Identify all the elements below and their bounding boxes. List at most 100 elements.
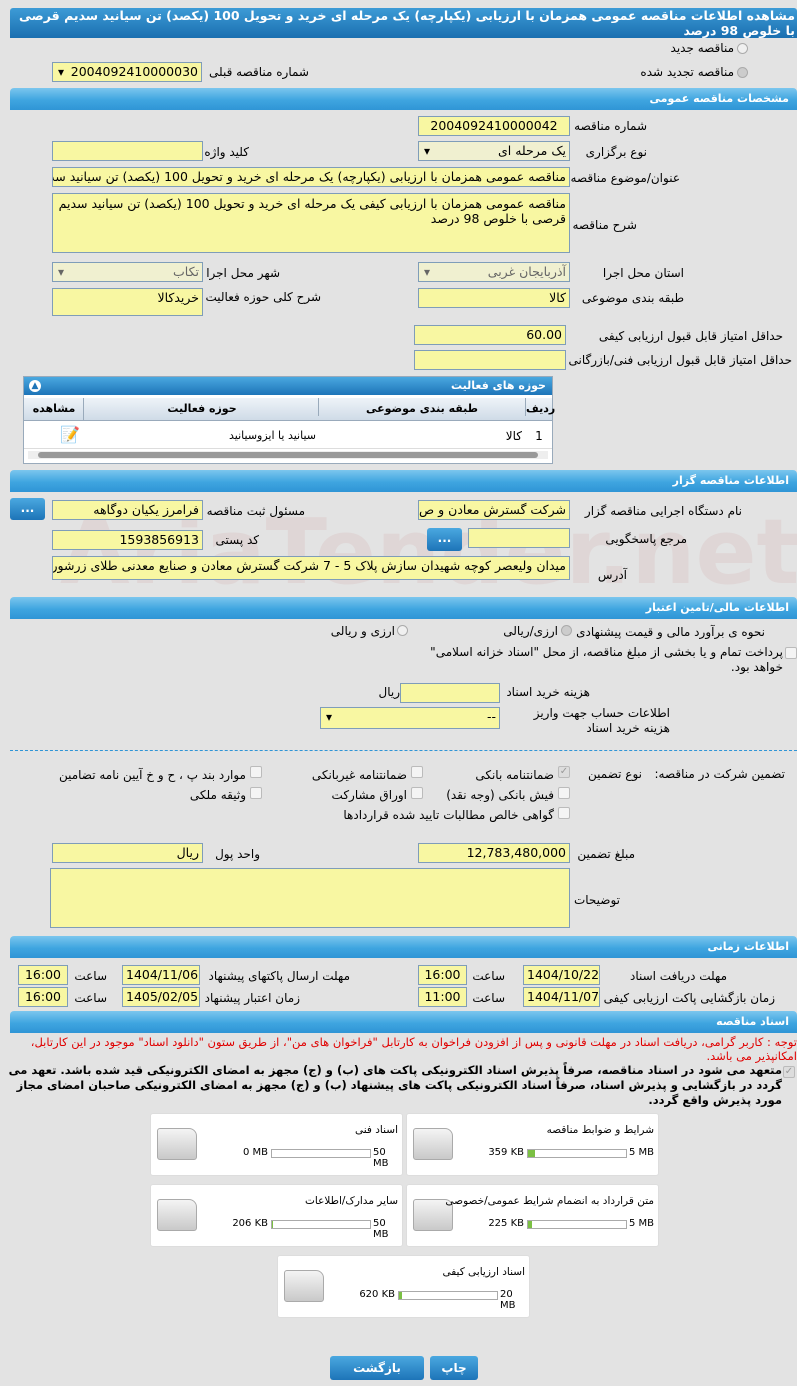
new-tender-radio[interactable] xyxy=(737,43,748,54)
rial-unit-label: ریال xyxy=(378,685,400,699)
guarantee-checkbox[interactable]: ✓ xyxy=(558,766,570,778)
resp-field[interactable]: فرامرز یکیان دوگاهه xyxy=(52,500,203,520)
guarantee-label-item: اوراق مشارکت xyxy=(331,788,407,802)
validity-time[interactable]: 16:00 xyxy=(18,987,68,1007)
document-name: سایر مدارک/اطلاعات xyxy=(305,1195,398,1207)
ref-field[interactable] xyxy=(468,528,570,548)
account-label: اطلاعات حساب جهت واریز هزینه خرید اسناد xyxy=(533,706,670,735)
min-quality-field[interactable]: 60.00 xyxy=(414,325,566,345)
renewed-tender-label: مناقصه تجدید شده xyxy=(640,65,734,79)
method-label: نحوه ی برآورد مالی و قیمت پیشنهادی xyxy=(576,625,765,639)
desc-label: شرح مناقصه xyxy=(572,218,637,232)
renewed-tender-radio[interactable] xyxy=(737,67,748,78)
validity-label: زمان اعتبار پیشنهاد xyxy=(204,991,300,1005)
horizontal-scrollbar[interactable] xyxy=(28,451,548,459)
table-row: 1 کالا سیانید یا ایزوسیانید 📝 xyxy=(24,424,552,449)
section-timing: اطلاعات زمانی xyxy=(10,936,797,958)
account-select[interactable]: -- xyxy=(320,707,500,729)
treasury-text: پرداخت تمام و یا بخشی از مبلغ مناقصه، از… xyxy=(430,645,783,674)
type-select[interactable]: یک مرحله ای xyxy=(418,141,570,161)
open-time[interactable]: 11:00 xyxy=(418,987,467,1007)
document-name: اسناد فنی xyxy=(354,1124,398,1136)
scope-field[interactable]: خریدکالا xyxy=(52,288,203,316)
print-button[interactable]: چاپ xyxy=(430,1356,478,1380)
document-card[interactable]: سایر مدارک/اطلاعات 206 KB 50 MB xyxy=(150,1184,403,1247)
progress-fill xyxy=(528,1150,535,1157)
subject-field[interactable]: مناقصه عمومی همزمان با ارزیابی (یکپارچه)… xyxy=(52,167,570,187)
document-max-size: 20 MB xyxy=(500,1289,516,1311)
guarantee-checkbox[interactable] xyxy=(558,807,570,819)
address-label: آدرس xyxy=(597,568,627,582)
amount-field[interactable]: 12,783,480,000 xyxy=(418,843,570,863)
currency-rial-label: ارزی و ریالی xyxy=(330,624,395,638)
select-ref-button[interactable]: ... xyxy=(427,528,462,551)
keyword-label: کلید واژه xyxy=(204,145,249,159)
send-deadline-time[interactable]: 16:00 xyxy=(18,965,68,985)
upload-progress-bar xyxy=(527,1149,627,1158)
notes-textarea[interactable] xyxy=(50,868,570,928)
number-field[interactable]: 2004092410000042 xyxy=(418,116,570,136)
validity-field[interactable]: 1405/02/05 xyxy=(122,987,200,1007)
document-card[interactable]: متن قرارداد به انضمام شرایط عمومی/خصوصی … xyxy=(406,1184,659,1247)
section-finance: اطلاعات مالی/تامین اعتبار xyxy=(10,597,797,619)
select-responsible-button[interactable]: ... xyxy=(10,498,45,520)
min-quality-label: حداقل امتیاز قابل قبول ارزیابی کیفی xyxy=(598,329,783,343)
guarantee-checkbox[interactable] xyxy=(250,787,262,799)
col-index: ردیف xyxy=(526,402,556,415)
prev-number-select[interactable]: 2004092410000030 xyxy=(52,62,202,82)
guarantee-checkbox[interactable] xyxy=(558,787,570,799)
resp-label: مسئول ثبت مناقصه xyxy=(206,504,305,518)
number-label: شماره مناقصه xyxy=(574,119,647,133)
scope-label: شرح کلی حوزه فعالیت xyxy=(205,290,322,304)
grid-column-headers: ردیف طبقه بندی موضوعی حوزه فعالیت مشاهده xyxy=(24,398,556,421)
amount-label: مبلغ تضمین xyxy=(577,847,635,861)
back-button[interactable]: بازگشت xyxy=(330,1356,424,1380)
min-tech-label: حداقل امتیاز قابل قبول ارزیابی فنی/بازرگ… xyxy=(568,353,792,367)
rial-radio[interactable] xyxy=(561,625,572,636)
guarantee-checkbox[interactable] xyxy=(411,787,423,799)
min-tech-field[interactable] xyxy=(414,350,566,370)
currency-field[interactable]: ریال xyxy=(52,843,203,863)
folder-icon xyxy=(157,1128,197,1160)
progress-fill xyxy=(528,1221,533,1228)
currency-rial-radio[interactable] xyxy=(397,625,408,636)
province-select[interactable]: آذربایجان غربی xyxy=(418,262,570,282)
type-label: نوع برگزاری xyxy=(585,145,647,159)
guarantee-checkbox[interactable] xyxy=(250,766,262,778)
view-document-icon[interactable]: 📝 xyxy=(60,425,80,444)
document-max-size: 5 MB xyxy=(629,1218,655,1229)
address-field[interactable]: میدان ولیعصر کوچه شهیدان سازش پلاک 5 - 7… xyxy=(52,556,570,580)
guarantee-type-label: نوع تضمین xyxy=(588,767,642,781)
document-max-size: 50 MB xyxy=(373,1218,389,1240)
collapse-icon[interactable]: ▲ xyxy=(29,380,41,392)
ref-label: مرجع پاسخگویی xyxy=(605,532,687,546)
document-size: 206 KB xyxy=(232,1218,268,1229)
doc-deadline-label: مهلت دریافت اسناد xyxy=(629,969,727,983)
doc-deadline-time[interactable]: 16:00 xyxy=(418,965,467,985)
document-card[interactable]: اسناد ارزیابی کیفی 620 KB 20 MB xyxy=(277,1255,530,1318)
doc-deadline-field[interactable]: 1404/10/22 xyxy=(523,965,600,985)
upload-progress-bar xyxy=(527,1220,627,1229)
org-field[interactable]: شرکت گسترش معادن و ص xyxy=(418,500,570,520)
doc-fee-field[interactable] xyxy=(400,683,500,703)
open-field[interactable]: 1404/11/07 xyxy=(523,987,600,1007)
keyword-field[interactable] xyxy=(52,141,203,161)
row-index: 1 xyxy=(535,429,543,443)
postal-field[interactable]: 1593856913 xyxy=(52,530,203,550)
treasury-checkbox[interactable] xyxy=(785,647,797,659)
send-deadline-field[interactable]: 1404/11/06 xyxy=(122,965,200,985)
document-size: 0 MB xyxy=(242,1147,268,1158)
category-field[interactable]: کالا xyxy=(418,288,570,308)
document-card[interactable]: اسناد فنی 0 MB 50 MB xyxy=(150,1113,403,1176)
city-select[interactable]: تکاب xyxy=(52,262,203,282)
document-card[interactable]: شرایط و ضوابط مناقصه 359 KB 5 MB xyxy=(406,1113,659,1176)
docs-notice: توجه : کاربر گرامی، دریافت اسناد در مهلت… xyxy=(30,1035,797,1063)
hour-label: ساعت xyxy=(74,991,107,1005)
rial-label: ارزی/ریالی xyxy=(503,624,558,638)
guarantee-checkbox[interactable] xyxy=(411,766,423,778)
section-general: مشخصات مناقصه عمومی xyxy=(10,88,797,110)
open-label: زمان بازگشایی پاکت ارزیابی کیفی xyxy=(603,991,775,1005)
col-field: حوزه فعالیت xyxy=(83,398,320,420)
desc-textarea[interactable]: مناقصه عمومی همزمان با ارزیابی کیفی یک م… xyxy=(52,193,570,253)
